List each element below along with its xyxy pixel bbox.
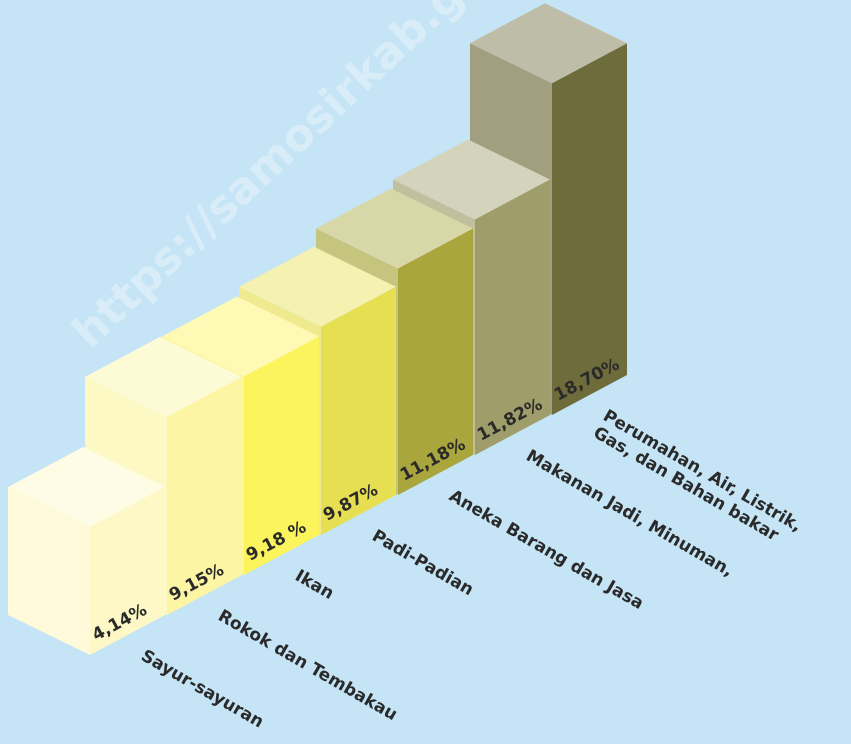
bar	[8, 447, 165, 655]
bar-right-face	[90, 487, 165, 655]
bar-top-face	[162, 296, 319, 377]
bar-top-face	[8, 447, 165, 527]
bar-top-face	[316, 188, 473, 269]
bar-right-face	[167, 376, 242, 615]
bar-right-face	[552, 43, 627, 415]
bar-right-face	[398, 228, 473, 495]
bar-top-face	[393, 139, 550, 220]
bar-right-face	[244, 336, 319, 575]
bar-top-face	[470, 3, 627, 84]
bar-top-face	[85, 336, 242, 417]
bar-right-face	[475, 179, 550, 455]
bar-top-face	[239, 246, 396, 327]
bar-right-face	[321, 286, 396, 535]
bar-left-face	[8, 487, 90, 655]
